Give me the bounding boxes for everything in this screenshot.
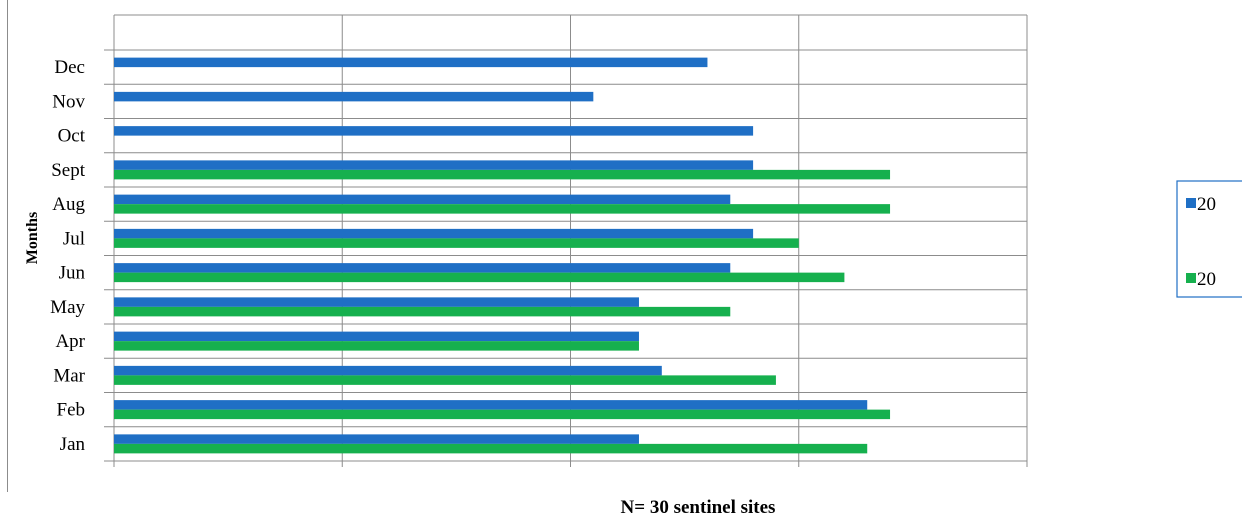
bar-series-1-apr [114, 331, 639, 342]
bar-series-2-feb [114, 409, 891, 420]
category-label-oct: Oct [58, 126, 86, 147]
bar-series-2-may [114, 306, 731, 317]
category-label-jan: Jan [60, 434, 86, 455]
x-axis-title: N= 30 sentinel sites [621, 497, 776, 518]
bar-series-2-sept [114, 169, 891, 180]
category-label-jun: Jun [59, 263, 86, 284]
bar-series-1-nov [114, 91, 594, 102]
category-label-nov: Nov [52, 91, 85, 112]
bar-series-1-mar [114, 365, 662, 376]
legend-label-series-2: 20 [1197, 269, 1216, 290]
bar-series-1-may [114, 297, 639, 307]
gridlines [104, 14, 1028, 467]
category-label-sept: Sept [51, 160, 86, 181]
legend: 20 20 [1176, 180, 1242, 298]
legend-swatch-series-2 [1186, 273, 1196, 283]
category-label-may: May [50, 297, 85, 318]
bar-series-2-aug [114, 204, 891, 214]
bar-series-1-oct [114, 126, 754, 136]
bar-series-1-jun [114, 263, 731, 273]
bar-series-1-feb [114, 400, 868, 410]
bar-series-2-jun [114, 272, 845, 283]
bar-series-2-mar [114, 375, 776, 385]
bar-series-1-jan [114, 434, 639, 444]
chart-frame-edge [7, 0, 8, 492]
y-axis-title: Months [24, 212, 41, 264]
bars [114, 57, 891, 454]
legend-swatch-series-1 [1186, 198, 1196, 208]
bar-series-2-jan [114, 443, 868, 454]
bar-series-1-aug [114, 194, 731, 205]
bar-series-1-sept [114, 160, 754, 170]
bar-series-1-jul [114, 228, 754, 239]
category-label-apr: Apr [55, 331, 85, 352]
bar-series-1-dec [114, 57, 708, 68]
category-label-aug: Aug [52, 194, 85, 215]
category-label-mar: Mar [53, 365, 85, 386]
legend-label-series-1: 20 [1197, 194, 1216, 215]
category-label-jul: Jul [63, 228, 85, 249]
bar-series-2-jul [114, 238, 799, 248]
category-label-feb: Feb [57, 400, 86, 421]
category-labels: Jan Feb Mar Apr May Jun Jul Aug Sept Oct Nov Dec [50, 57, 86, 455]
category-label-dec: Dec [54, 57, 85, 78]
bar-series-2-apr [114, 341, 639, 351]
